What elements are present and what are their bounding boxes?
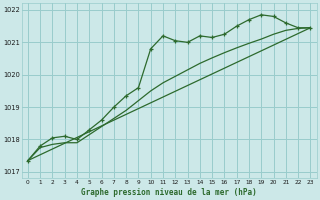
X-axis label: Graphe pression niveau de la mer (hPa): Graphe pression niveau de la mer (hPa) bbox=[81, 188, 257, 197]
